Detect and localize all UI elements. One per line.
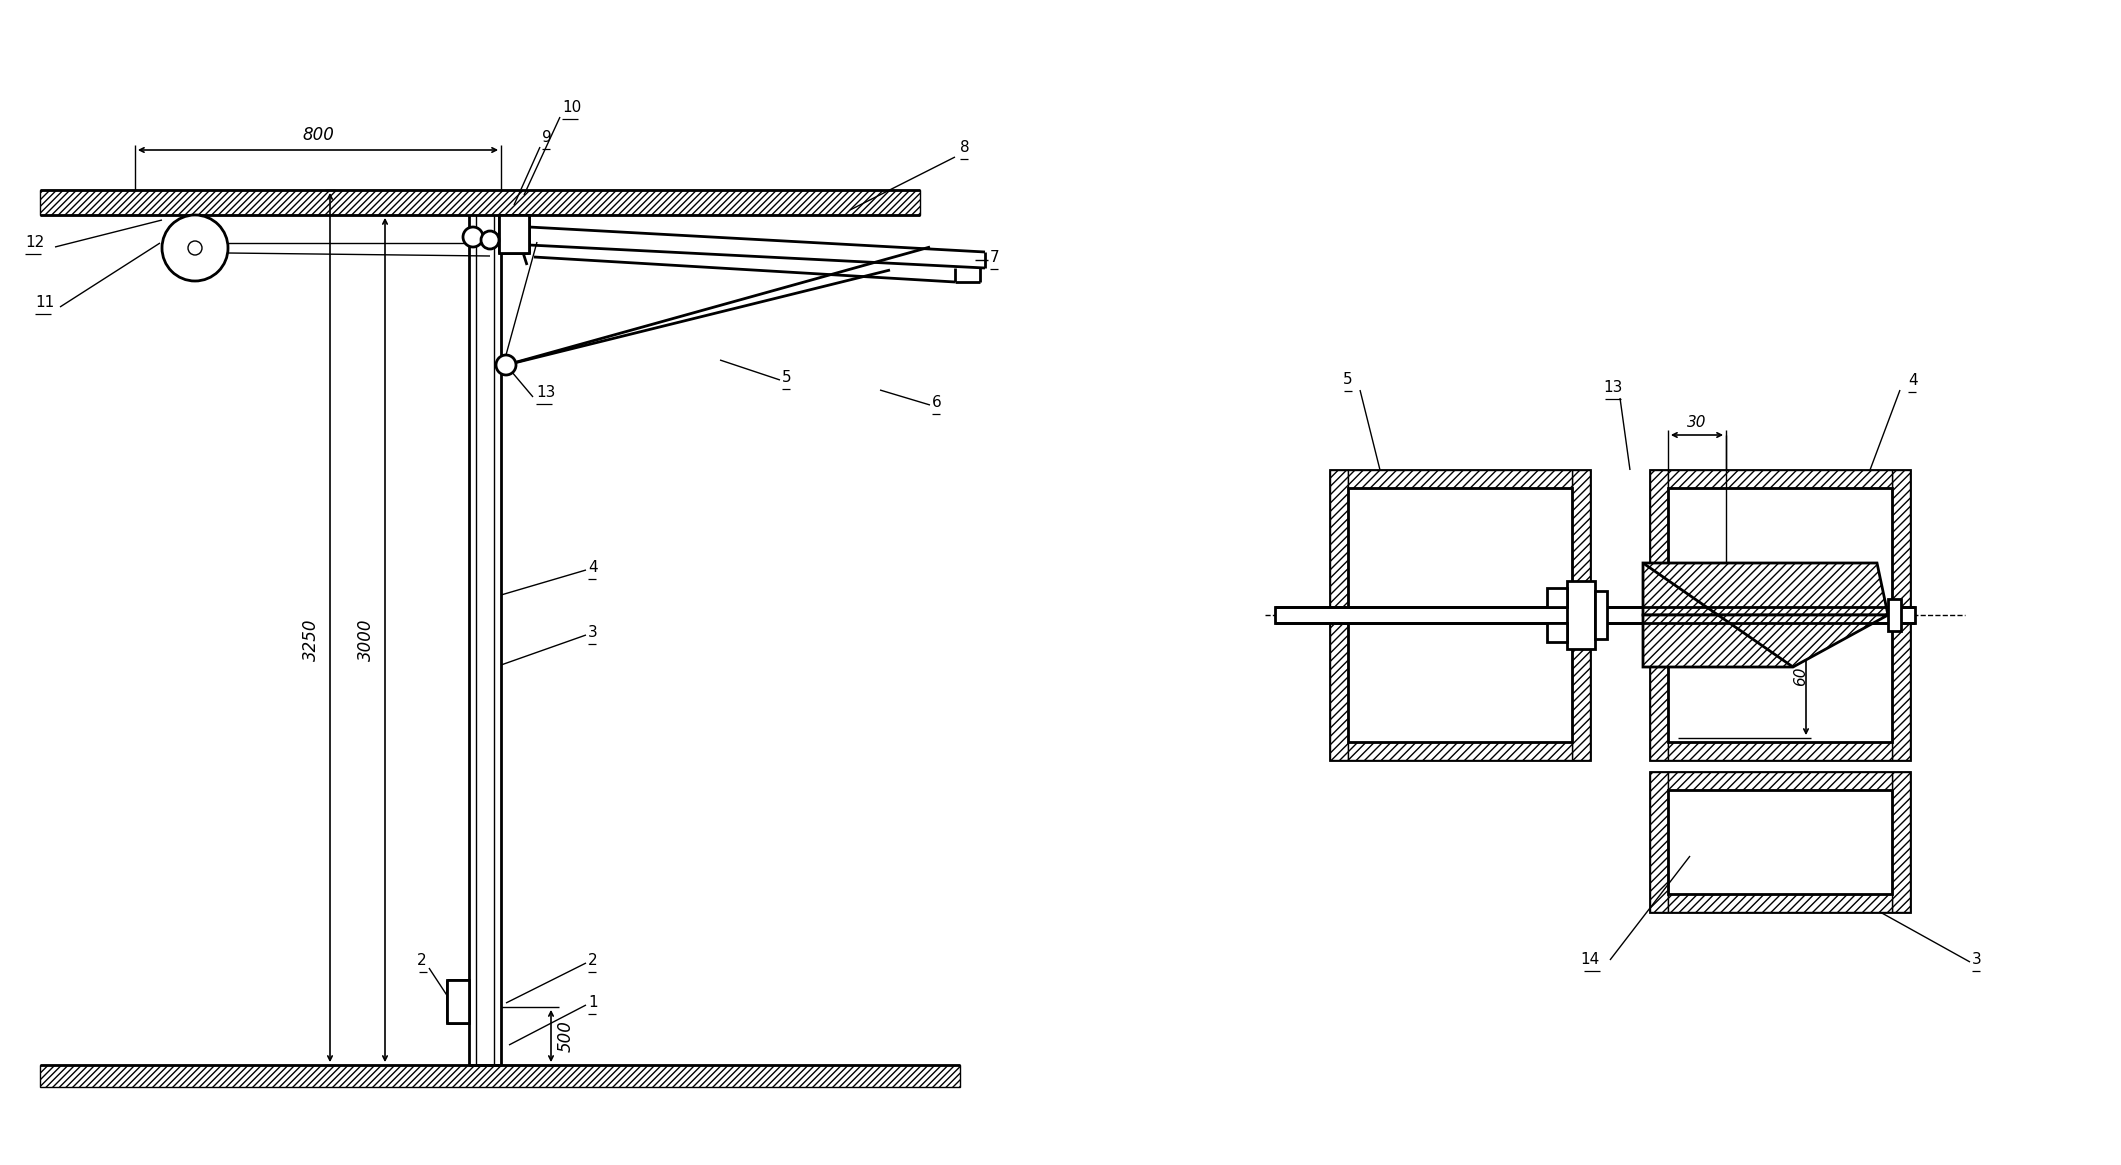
Text: 30: 30 bbox=[1686, 415, 1707, 430]
Text: 3: 3 bbox=[1973, 952, 1981, 967]
Text: 5: 5 bbox=[783, 370, 791, 384]
Bar bbox=[40, 1065, 961, 1087]
Circle shape bbox=[161, 216, 227, 281]
Text: 11: 11 bbox=[36, 295, 55, 310]
Text: 3000: 3000 bbox=[356, 619, 375, 662]
Bar bbox=[1330, 469, 1349, 760]
Text: 12: 12 bbox=[25, 235, 45, 250]
Bar bbox=[1595, 591, 1608, 638]
Circle shape bbox=[496, 355, 515, 375]
Bar bbox=[1349, 742, 1572, 760]
Text: 9: 9 bbox=[543, 130, 551, 144]
Bar bbox=[40, 190, 921, 216]
Text: 3250: 3250 bbox=[301, 619, 320, 662]
Bar bbox=[1349, 469, 1572, 488]
Text: 2: 2 bbox=[588, 953, 598, 968]
Text: 1: 1 bbox=[588, 995, 598, 1010]
Bar bbox=[1667, 488, 1892, 742]
Bar bbox=[1892, 772, 1911, 912]
Polygon shape bbox=[1644, 615, 1888, 668]
Text: 4: 4 bbox=[588, 560, 598, 576]
Circle shape bbox=[189, 241, 201, 255]
Text: 7: 7 bbox=[991, 250, 999, 264]
Bar bbox=[1275, 607, 1915, 623]
Bar bbox=[1667, 742, 1892, 760]
Bar bbox=[498, 216, 528, 253]
Bar bbox=[1650, 772, 1911, 912]
Bar bbox=[1349, 488, 1572, 742]
Bar bbox=[1892, 469, 1911, 760]
Text: 8: 8 bbox=[961, 140, 969, 155]
Bar bbox=[1667, 772, 1892, 790]
Bar bbox=[448, 980, 469, 1023]
Text: 3: 3 bbox=[588, 624, 598, 640]
Bar bbox=[1546, 623, 1567, 642]
Text: 2: 2 bbox=[418, 953, 426, 968]
Bar bbox=[1667, 790, 1892, 894]
Text: 4: 4 bbox=[1909, 373, 1917, 388]
Bar bbox=[1650, 469, 1667, 760]
Bar bbox=[1667, 469, 1892, 488]
Text: 14: 14 bbox=[1580, 952, 1599, 967]
Bar bbox=[1567, 581, 1595, 649]
Bar bbox=[1572, 469, 1591, 760]
Text: 800: 800 bbox=[301, 126, 333, 144]
Text: 500: 500 bbox=[558, 1021, 575, 1052]
Circle shape bbox=[462, 227, 484, 247]
Bar bbox=[1667, 894, 1892, 912]
Bar bbox=[1650, 772, 1667, 912]
Text: 13: 13 bbox=[537, 384, 556, 400]
Text: 5: 5 bbox=[1343, 372, 1353, 387]
Bar bbox=[1650, 469, 1911, 760]
Text: 6: 6 bbox=[931, 395, 942, 410]
Bar bbox=[1888, 599, 1900, 631]
Circle shape bbox=[481, 231, 498, 249]
Bar bbox=[1546, 588, 1567, 607]
Bar bbox=[1330, 469, 1591, 760]
Polygon shape bbox=[1644, 563, 1888, 615]
Text: 10: 10 bbox=[562, 100, 581, 115]
Text: 60: 60 bbox=[1794, 666, 1809, 686]
Text: 13: 13 bbox=[1603, 380, 1623, 395]
